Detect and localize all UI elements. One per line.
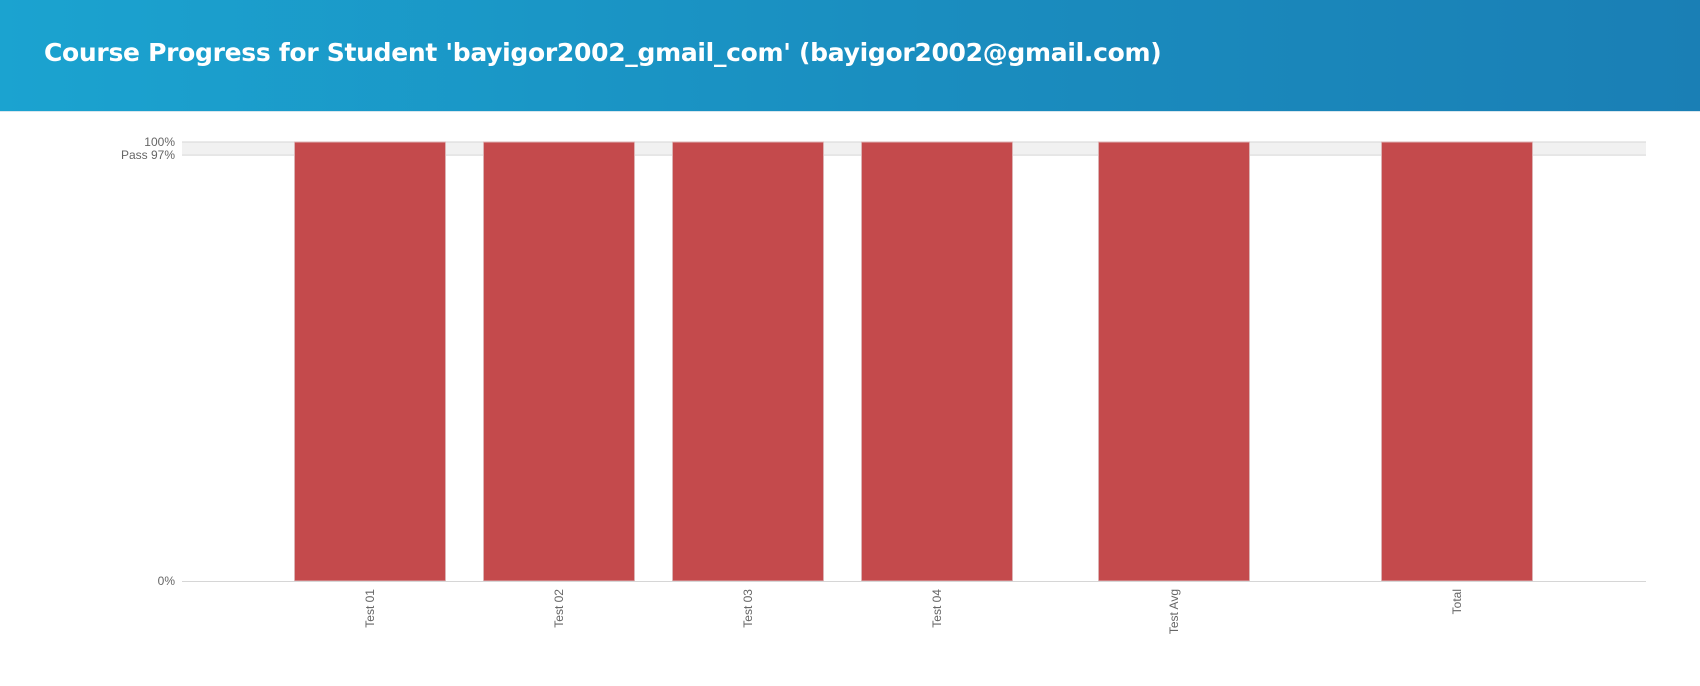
page-header: Course Progress for Student 'bayigor2002…	[0, 0, 1700, 112]
progress-bar-chart: 0% Pass 97%100% Test 01 Test 02 Test 03 Test …	[121, 135, 1646, 634]
bar-test-avg	[1098, 141, 1250, 582]
y-tick-label: Pass 97%	[121, 148, 175, 162]
page-title: Course Progress for Student 'bayigor2002…	[44, 38, 1162, 67]
x-tick-label: Total	[1450, 589, 1464, 614]
x-tick-label: Test 01	[363, 589, 377, 628]
x-tick-label: Test 03	[741, 589, 755, 628]
x-tick-label: Test Avg	[1167, 589, 1181, 634]
x-tick-label: Test 02	[552, 589, 566, 628]
bar-test-02	[483, 141, 635, 582]
bar-total	[1381, 141, 1533, 582]
bar-test-01	[294, 141, 446, 582]
y-tick-label: 100%	[144, 135, 175, 149]
bar-test-03	[672, 141, 824, 582]
y-tick-label: 0%	[158, 574, 176, 588]
bar-test-04	[861, 141, 1013, 582]
progress-chart: 0% Pass 97% 100% Test 01 Test 02 Test 03 Test …	[0, 112, 1700, 681]
x-tick-label: Test 04	[930, 589, 944, 628]
